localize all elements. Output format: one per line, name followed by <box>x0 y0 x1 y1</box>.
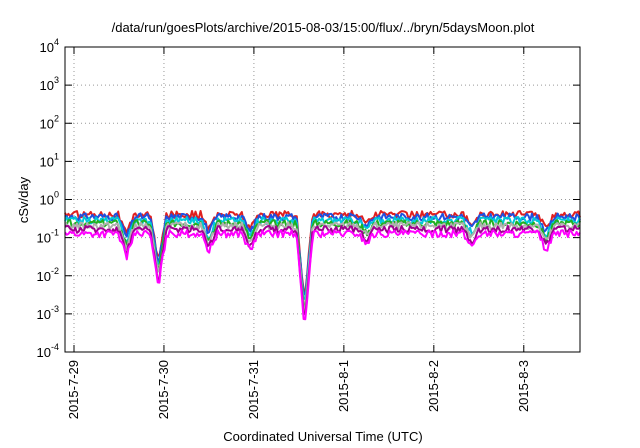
y-axis-label: cSv/day <box>16 176 31 223</box>
series-layer <box>64 209 581 321</box>
y-tick-label: 104 <box>40 37 59 55</box>
x-tick-label: 2015-8-1 <box>336 360 351 412</box>
x-tick-label: 2015-8-2 <box>426 360 441 412</box>
y-tick-label: 10-1 <box>37 228 59 246</box>
plot-frame <box>64 46 581 353</box>
x-tick-label: 2015-7-30 <box>156 360 171 419</box>
x-tick-label: 2015-8-3 <box>516 360 531 412</box>
x-axis: 2015-7-29 2015-7-30 2015-7-31 2015-8-1 2015-… <box>66 47 531 419</box>
y-tick-label: 103 <box>40 75 59 93</box>
y-tick-label: 10-2 <box>37 266 59 284</box>
series-line <box>64 216 581 300</box>
y-tick-label: 10-4 <box>37 342 59 360</box>
chart-title: /data/run/goesPlots/archive/2015-08-03/1… <box>112 20 535 35</box>
x-tick-label: 2015-7-29 <box>66 360 81 419</box>
y-tick-label: 101 <box>40 151 59 169</box>
grid-lines <box>65 47 580 352</box>
series-line <box>64 221 581 312</box>
y-axis: 10-4 10-3 10-2 10-1 100 101 102 103 104 <box>37 37 580 360</box>
y-tick-label: 100 <box>40 190 59 208</box>
series-line <box>64 229 581 321</box>
y-tick-label: 102 <box>40 113 59 131</box>
y-tick-label: 10-3 <box>37 304 59 322</box>
x-axis-label: Coordinated Universal Time (UTC) <box>223 429 422 444</box>
series-line <box>64 224 581 316</box>
x-tick-label: 2015-7-31 <box>246 360 261 419</box>
